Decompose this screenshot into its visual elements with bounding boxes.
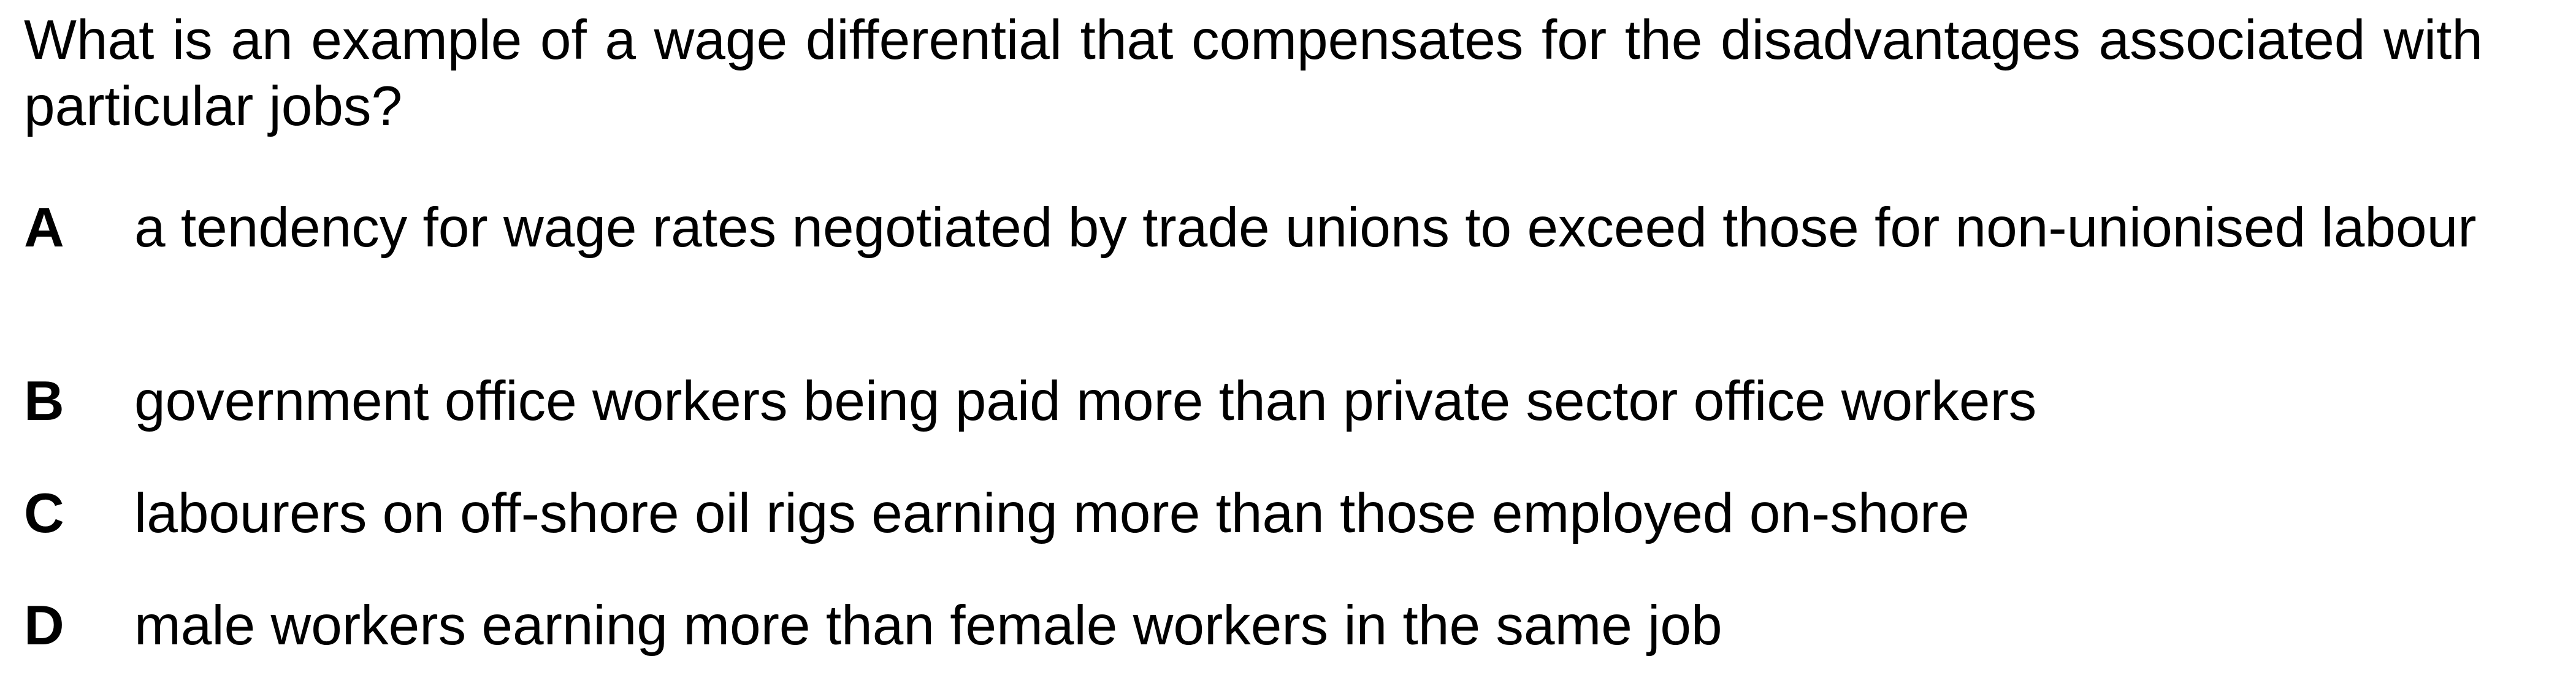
option-b-text: government office workers being paid mor…: [134, 370, 2037, 432]
option-d-letter: D: [24, 595, 64, 657]
question-text: What is an example of a wage differentia…: [24, 9, 2483, 137]
option-a-text: a tendency for wage rates negotiated by …: [134, 197, 2477, 259]
option-a: A a tendency for wage rates negotiated b…: [24, 195, 2483, 261]
option-b: B government office workers being paid m…: [24, 368, 2483, 435]
option-a-letter: A: [24, 197, 64, 259]
option-d: D male workers earning more than female …: [24, 593, 2483, 659]
option-d-text: male workers earning more than female wo…: [134, 595, 1722, 657]
option-c: C labourers on off-shore oil rigs earnin…: [24, 481, 2483, 547]
option-c-text: labourers on off-shore oil rigs earning …: [134, 482, 1970, 544]
option-b-letter: B: [24, 370, 64, 432]
option-c-letter: C: [24, 482, 64, 544]
